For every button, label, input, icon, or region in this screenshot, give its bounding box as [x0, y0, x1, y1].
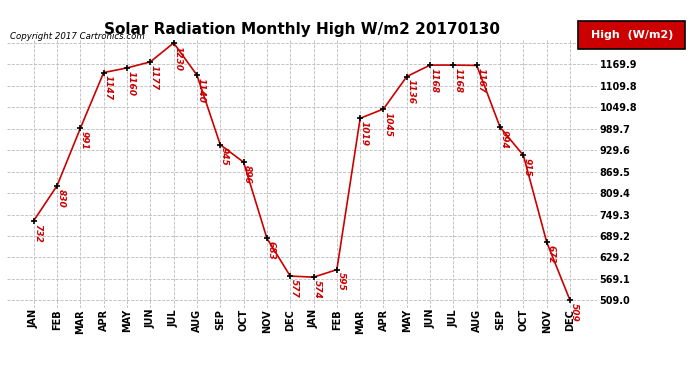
Text: 672: 672: [546, 245, 555, 264]
Text: 994: 994: [500, 130, 509, 149]
Text: 915: 915: [523, 158, 532, 177]
Text: 1167: 1167: [476, 68, 486, 93]
Text: Copyright 2017 Cartronics.com: Copyright 2017 Cartronics.com: [10, 32, 145, 41]
Text: 574: 574: [313, 280, 322, 298]
Text: 1147: 1147: [104, 75, 112, 100]
Text: 945: 945: [220, 147, 229, 166]
Text: 830: 830: [57, 189, 66, 207]
Text: 1168: 1168: [430, 68, 439, 93]
Text: High  (W/m2): High (W/m2): [591, 30, 673, 40]
Text: 991: 991: [80, 131, 89, 150]
Text: 732: 732: [33, 224, 42, 242]
Text: 1168: 1168: [453, 68, 462, 93]
Text: 1177: 1177: [150, 64, 159, 90]
Text: 577: 577: [290, 279, 299, 298]
Text: 1230: 1230: [173, 46, 182, 71]
Text: 1136: 1136: [406, 79, 415, 104]
Text: 1140: 1140: [197, 78, 206, 103]
Text: 1019: 1019: [360, 121, 369, 146]
Text: 509: 509: [570, 303, 579, 322]
Text: 1160: 1160: [127, 71, 136, 96]
Text: 1045: 1045: [383, 112, 392, 137]
Text: 595: 595: [337, 272, 346, 291]
Text: 896: 896: [244, 165, 253, 184]
Text: 683: 683: [266, 241, 275, 260]
Title: Solar Radiation Monthly High W/m2 20170130: Solar Radiation Monthly High W/m2 201701…: [104, 22, 500, 37]
